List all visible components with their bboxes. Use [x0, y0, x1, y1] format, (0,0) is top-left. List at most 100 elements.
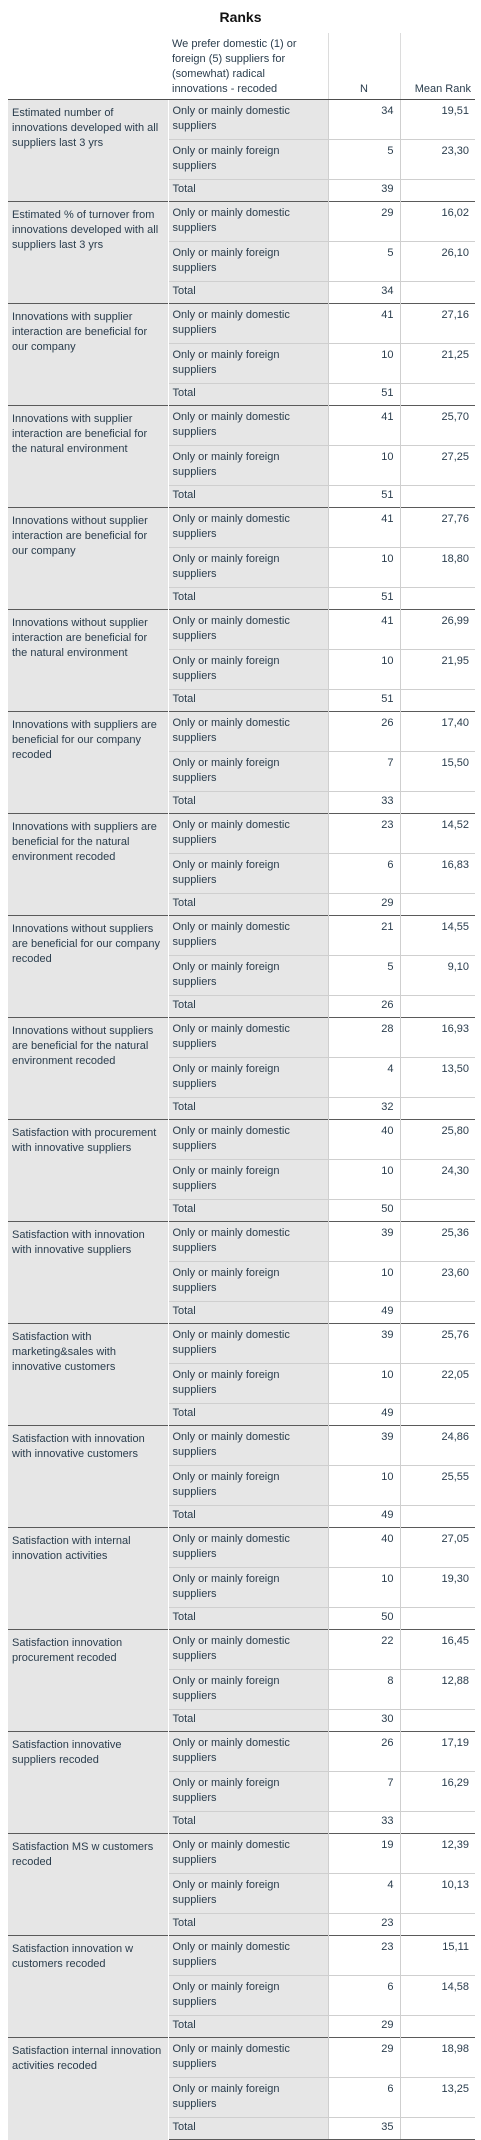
- variable-label: Satisfaction with innovation with innova…: [8, 1426, 168, 1528]
- group-label-domestic: Only or mainly domestic suppliers: [168, 610, 328, 650]
- mean-rank-cell-empty: [400, 996, 475, 1018]
- ranks-body: Estimated number of innovations develope…: [8, 100, 475, 2140]
- mean-rank-cell-empty: [400, 894, 475, 916]
- table-row: Satisfaction innovation procurement reco…: [8, 1630, 475, 1670]
- group-label-total: Total: [168, 1608, 328, 1630]
- n-cell: 29: [328, 2038, 400, 2078]
- n-cell: 4: [328, 1058, 400, 1098]
- mean-rank-cell: 17,19: [400, 1732, 475, 1772]
- group-label-foreign: Only or mainly foreign suppliers: [168, 1466, 328, 1506]
- table-row: Satisfaction with innovation with innova…: [8, 1426, 475, 1466]
- table-row: Estimated number of innovations develope…: [8, 100, 475, 140]
- group-label-foreign: Only or mainly foreign suppliers: [168, 956, 328, 996]
- mean-rank-cell: 16,29: [400, 1772, 475, 1812]
- group-label-domestic: Only or mainly domestic suppliers: [168, 1222, 328, 1262]
- mean-rank-cell-empty: [400, 792, 475, 814]
- group-label-total: Total: [168, 996, 328, 1018]
- group-label-foreign: Only or mainly foreign suppliers: [168, 1976, 328, 2016]
- n-cell: 8: [328, 1670, 400, 1710]
- mean-rank-cell: 13,25: [400, 2078, 475, 2118]
- mean-rank-cell: 18,98: [400, 2038, 475, 2078]
- mean-rank-cell: 15,50: [400, 752, 475, 792]
- variable-label: Satisfaction with innovation with innova…: [8, 1222, 168, 1324]
- mean-rank-cell: 26,10: [400, 242, 475, 282]
- mean-rank-cell: 25,76: [400, 1324, 475, 1364]
- variable-label: Satisfaction innovation procurement reco…: [8, 1630, 168, 1732]
- n-cell: 34: [328, 100, 400, 140]
- mean-rank-cell: 9,10: [400, 956, 475, 996]
- table-row: Innovations without suppliers are benefi…: [8, 1018, 475, 1058]
- n-cell: 49: [328, 1506, 400, 1528]
- n-cell: 26: [328, 712, 400, 752]
- n-cell: 29: [328, 894, 400, 916]
- mean-rank-cell: 24,86: [400, 1426, 475, 1466]
- n-cell: 33: [328, 792, 400, 814]
- n-cell: 50: [328, 1608, 400, 1630]
- header-row: We prefer domestic (1) or foreign (5) su…: [8, 33, 475, 100]
- mean-rank-cell: 25,80: [400, 1120, 475, 1160]
- header-empty-cell: [8, 33, 168, 100]
- group-label-domestic: Only or mainly domestic suppliers: [168, 814, 328, 854]
- group-label-domestic: Only or mainly domestic suppliers: [168, 916, 328, 956]
- group-label-foreign: Only or mainly foreign suppliers: [168, 446, 328, 486]
- n-cell: 39: [328, 1324, 400, 1364]
- table-row: Satisfaction innovation w customers reco…: [8, 1936, 475, 1976]
- group-label-total: Total: [168, 1914, 328, 1936]
- variable-label: Satisfaction MS w customers recoded: [8, 1834, 168, 1936]
- n-cell: 10: [328, 344, 400, 384]
- table-row: Satisfaction with internal innovation ac…: [8, 1528, 475, 1568]
- group-label-total: Total: [168, 2016, 328, 2038]
- table-row: Estimated % of turnover from innovations…: [8, 202, 475, 242]
- group-label-total: Total: [168, 2118, 328, 2140]
- variable-label: Innovations without supplier interaction…: [8, 508, 168, 610]
- group-label-total: Total: [168, 1098, 328, 1120]
- mean-rank-cell-empty: [400, 1914, 475, 1936]
- mean-rank-cell: 16,45: [400, 1630, 475, 1670]
- variable-label: Satisfaction innovation w customers reco…: [8, 1936, 168, 2038]
- mean-rank-cell: 17,40: [400, 712, 475, 752]
- n-cell: 26: [328, 1732, 400, 1772]
- n-cell: 10: [328, 548, 400, 588]
- n-cell: 10: [328, 1262, 400, 1302]
- group-label-total: Total: [168, 792, 328, 814]
- variable-label: Estimated number of innovations develope…: [8, 100, 168, 202]
- variable-label: Innovations with suppliers are beneficia…: [8, 712, 168, 814]
- variable-label: Estimated % of turnover from innovations…: [8, 202, 168, 304]
- table-row: Innovations without suppliers are benefi…: [8, 916, 475, 956]
- group-label-domestic: Only or mainly domestic suppliers: [168, 2038, 328, 2078]
- mean-rank-cell: 23,60: [400, 1262, 475, 1302]
- mean-rank-cell: 12,88: [400, 1670, 475, 1710]
- n-cell: 40: [328, 1528, 400, 1568]
- group-label-foreign: Only or mainly foreign suppliers: [168, 1568, 328, 1608]
- group-label-domestic: Only or mainly domestic suppliers: [168, 1426, 328, 1466]
- mean-rank-cell: 13,50: [400, 1058, 475, 1098]
- header-mean-rank: Mean Rank: [400, 33, 475, 100]
- group-label-total: Total: [168, 1302, 328, 1324]
- group-label-total: Total: [168, 1812, 328, 1834]
- mean-rank-cell: 19,51: [400, 100, 475, 140]
- n-cell: 23: [328, 1936, 400, 1976]
- table-row: Satisfaction with innovation with innova…: [8, 1222, 475, 1262]
- n-cell: 6: [328, 854, 400, 894]
- mean-rank-cell: 14,58: [400, 1976, 475, 2016]
- mean-rank-cell-empty: [400, 1200, 475, 1222]
- mean-rank-cell: 19,30: [400, 1568, 475, 1608]
- group-label-total: Total: [168, 384, 328, 406]
- table-row: Innovations with supplier interaction ar…: [8, 304, 475, 344]
- mean-rank-cell-empty: [400, 1812, 475, 1834]
- group-label-foreign: Only or mainly foreign suppliers: [168, 1058, 328, 1098]
- n-cell: 29: [328, 2016, 400, 2038]
- table-row: Innovations with suppliers are beneficia…: [8, 712, 475, 752]
- group-label-total: Total: [168, 894, 328, 916]
- mean-rank-cell: 16,83: [400, 854, 475, 894]
- n-cell: 29: [328, 202, 400, 242]
- mean-rank-cell: 10,13: [400, 1874, 475, 1914]
- mean-rank-cell: 22,05: [400, 1364, 475, 1404]
- n-cell: 10: [328, 1568, 400, 1608]
- n-cell: 39: [328, 180, 400, 202]
- variable-label: Innovations without suppliers are benefi…: [8, 916, 168, 1018]
- n-cell: 5: [328, 140, 400, 180]
- variable-label: Satisfaction internal innovation activit…: [8, 2038, 168, 2140]
- mean-rank-cell-empty: [400, 1506, 475, 1528]
- mean-rank-cell: 27,25: [400, 446, 475, 486]
